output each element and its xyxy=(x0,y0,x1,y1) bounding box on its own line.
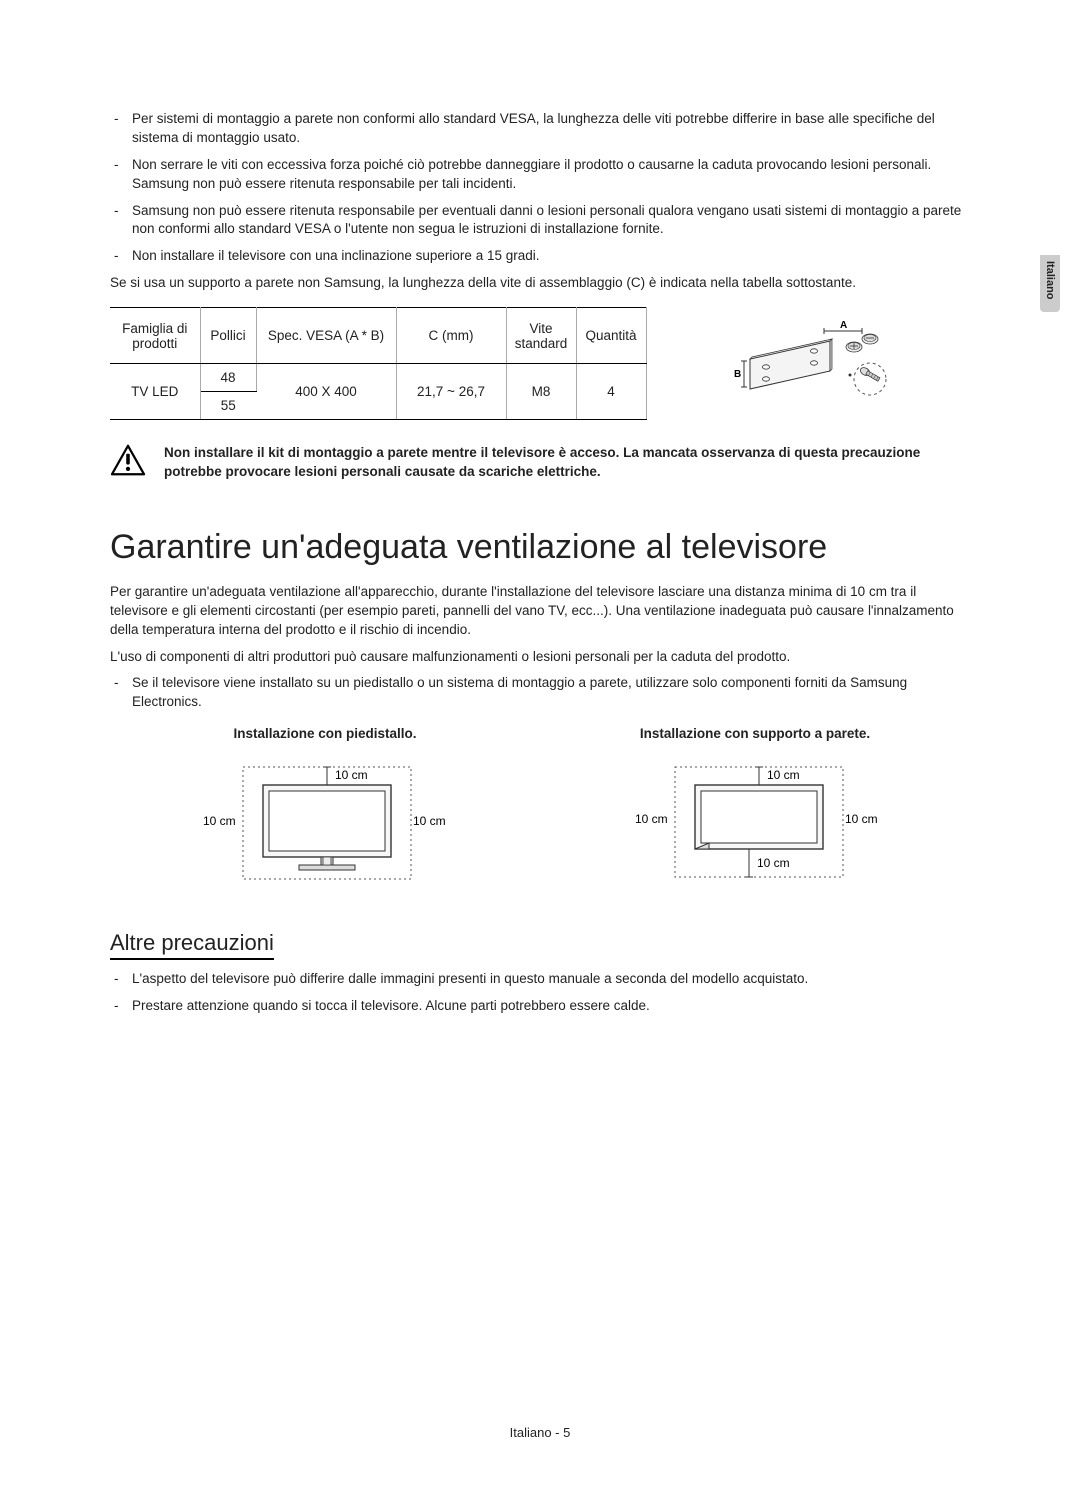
table-intro-paragraph: Se si usa un supporto a parete non Samsu… xyxy=(110,274,970,293)
list-item: Per sistemi di montaggio a parete non co… xyxy=(110,110,970,148)
list-item: Non serrare le viti con eccessiva forza … xyxy=(110,156,970,194)
list-item: Samsung non può essere ritenuta responsa… xyxy=(110,202,970,240)
wall-install-diagram: 10 cm 10 cm 10 cm 10 cm xyxy=(625,749,885,889)
page-footer: Italiano - 5 xyxy=(0,1425,1080,1440)
wall-install-title: Installazione con supporto a parete. xyxy=(625,726,885,741)
ventilation-paragraph-1: Per garantire un'adeguata ventilazione a… xyxy=(110,583,970,640)
header-c: C (mm) xyxy=(396,308,506,364)
top-warning-list: Per sistemi di montaggio a parete non co… xyxy=(110,110,970,266)
ventilation-paragraph-2: L'uso di componenti di altri produttori … xyxy=(110,648,970,667)
table-header-row: Famiglia di prodotti Pollici Spec. VESA … xyxy=(110,308,970,364)
svg-text:10 cm: 10 cm xyxy=(767,768,800,782)
header-inches: Pollici xyxy=(200,308,256,364)
cell-product: TV LED xyxy=(110,364,200,420)
list-item: Prestare attenzione quando si tocca il t… xyxy=(110,997,970,1016)
other-precautions-list: L'aspetto del televisore può differire d… xyxy=(110,970,970,1016)
cell-inches: 48 xyxy=(200,364,256,392)
header-qty: Quantità xyxy=(576,308,646,364)
header-product: Famiglia di prodotti xyxy=(110,308,200,364)
cell-vesa: 400 X 400 xyxy=(256,364,396,420)
list-item: L'aspetto del televisore può differire d… xyxy=(110,970,970,989)
power-warning-block: Non installare il kit di montaggio a par… xyxy=(110,444,970,482)
cell-screw: M8 xyxy=(506,364,576,420)
cell-qty: 4 xyxy=(576,364,646,420)
ventilation-bullet-list: Se il televisore viene installato su un … xyxy=(110,674,970,712)
section-heading-ventilation: Garantire un'adeguata ventilazione al te… xyxy=(110,528,970,567)
language-side-tab: Italiano xyxy=(1040,255,1060,312)
svg-text:10 cm: 10 cm xyxy=(203,814,236,828)
header-vesa: Spec. VESA (A * B) xyxy=(256,308,396,364)
svg-text:10 cm: 10 cm xyxy=(335,768,368,782)
installation-diagrams-row: Installazione con piedistallo. 10 cm 10 … xyxy=(110,726,970,894)
svg-text:10 cm: 10 cm xyxy=(757,856,790,870)
svg-text:10 cm: 10 cm xyxy=(845,812,878,826)
svg-text:10 cm: 10 cm xyxy=(413,814,446,828)
warning-text: Non installare il kit di montaggio a par… xyxy=(164,444,970,482)
dim-label-a: A xyxy=(840,320,847,331)
cell-c: 21,7 ~ 26,7 xyxy=(396,364,506,420)
warning-triangle-icon xyxy=(110,444,146,481)
wall-install-column: Installazione con supporto a parete. 10 … xyxy=(625,726,885,894)
header-screw: Vite standard xyxy=(506,308,576,364)
svg-text:10 cm: 10 cm xyxy=(635,812,668,826)
stand-install-title: Installazione con piedistallo. xyxy=(195,726,455,741)
vesa-mount-diagram: A B xyxy=(732,317,892,407)
stand-install-column: Installazione con piedistallo. 10 cm 10 … xyxy=(195,726,455,894)
vesa-spec-table: Famiglia di prodotti Pollici Spec. VESA … xyxy=(110,307,970,420)
list-item: Se il televisore viene installato su un … xyxy=(110,674,970,712)
list-item: Non installare il televisore con una inc… xyxy=(110,247,970,266)
screw-diagram-cell: A B xyxy=(646,308,970,420)
dim-label-b: B xyxy=(734,369,741,380)
cell-inches: 55 xyxy=(200,392,256,420)
section-heading-other: Altre precauzioni xyxy=(110,930,274,960)
stand-install-diagram: 10 cm 10 cm 10 cm xyxy=(195,749,455,889)
